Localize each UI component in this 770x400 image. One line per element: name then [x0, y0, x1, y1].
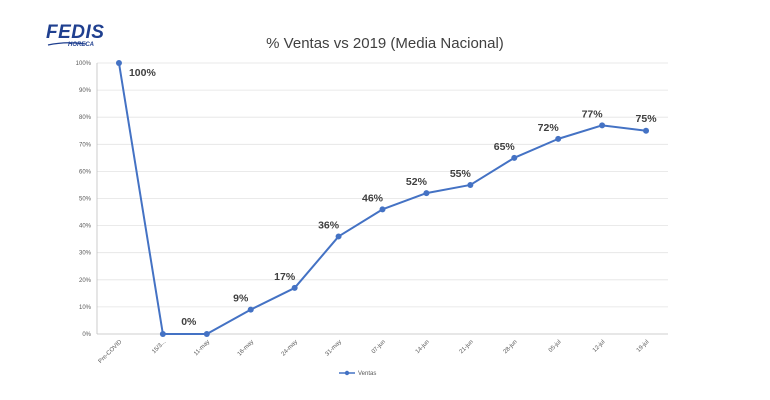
y-tick-label: 50% [79, 197, 92, 203]
data-label: 100% [129, 67, 157, 79]
data-point [335, 233, 342, 240]
y-tick-label: 70% [79, 142, 92, 148]
x-tick-label: 12-jul [592, 339, 607, 354]
data-point [115, 60, 122, 66]
chart-title: % Ventas vs 2019 (Media Nacional) [266, 35, 504, 52]
data-label: 72% [538, 122, 560, 134]
data-point [203, 331, 210, 337]
data-point [599, 122, 606, 129]
data-point [247, 306, 254, 313]
y-tick-label: 30% [79, 251, 92, 257]
data-label: 65% [494, 141, 516, 153]
logo-swoosh-icon [47, 42, 87, 46]
x-tick-label: 31-may [325, 339, 343, 357]
logo-text: FEDIS [46, 22, 105, 43]
data-label: 9% [233, 293, 249, 305]
logo-subtext: HORECA [68, 42, 95, 48]
y-tick-label: 80% [79, 115, 92, 121]
data-label: 36% [318, 219, 340, 231]
y-tick-label: 20% [79, 278, 92, 284]
legend-label: Ventas [358, 371, 376, 377]
data-label: 77% [582, 108, 604, 120]
y-tick-label: 0% [82, 332, 91, 338]
y-tick-label: 100% [76, 61, 92, 67]
data-label: 0% [181, 316, 197, 328]
data-label: 46% [362, 192, 384, 204]
x-tick-label: 11-may [193, 339, 211, 357]
data-label: 55% [450, 168, 472, 180]
y-tick-label: 10% [79, 305, 92, 311]
data-point [423, 190, 430, 197]
data-point [643, 127, 650, 134]
x-tick-label: 15/3... [151, 339, 167, 355]
x-tick-label: 21-jun [459, 339, 475, 355]
data-point [511, 154, 518, 161]
x-tick-label: 24-may [281, 339, 299, 357]
x-tick-label: 14-jun [415, 339, 431, 355]
x-tick-label: 19-jul [636, 339, 651, 354]
data-point [291, 284, 298, 291]
data-point [467, 181, 474, 188]
y-tick-label: 40% [79, 224, 92, 230]
fedis-logo: FEDIS HORECA [46, 22, 116, 56]
data-point [159, 331, 166, 337]
data-label: 52% [406, 176, 428, 188]
data-point [555, 135, 562, 142]
y-tick-label: 60% [79, 169, 92, 175]
data-label: 17% [274, 271, 296, 283]
legend-marker [344, 370, 350, 376]
x-tick-label: 16-may [237, 339, 255, 357]
x-tick-label: 05-jul [548, 339, 563, 354]
y-tick-label: 90% [79, 88, 92, 94]
data-point [379, 206, 386, 213]
x-tick-label: Pre-COVID [98, 339, 124, 365]
x-tick-label: 07-jun [371, 339, 387, 355]
data-label: 75% [636, 113, 658, 125]
x-tick-label: 28-jun [503, 339, 519, 355]
